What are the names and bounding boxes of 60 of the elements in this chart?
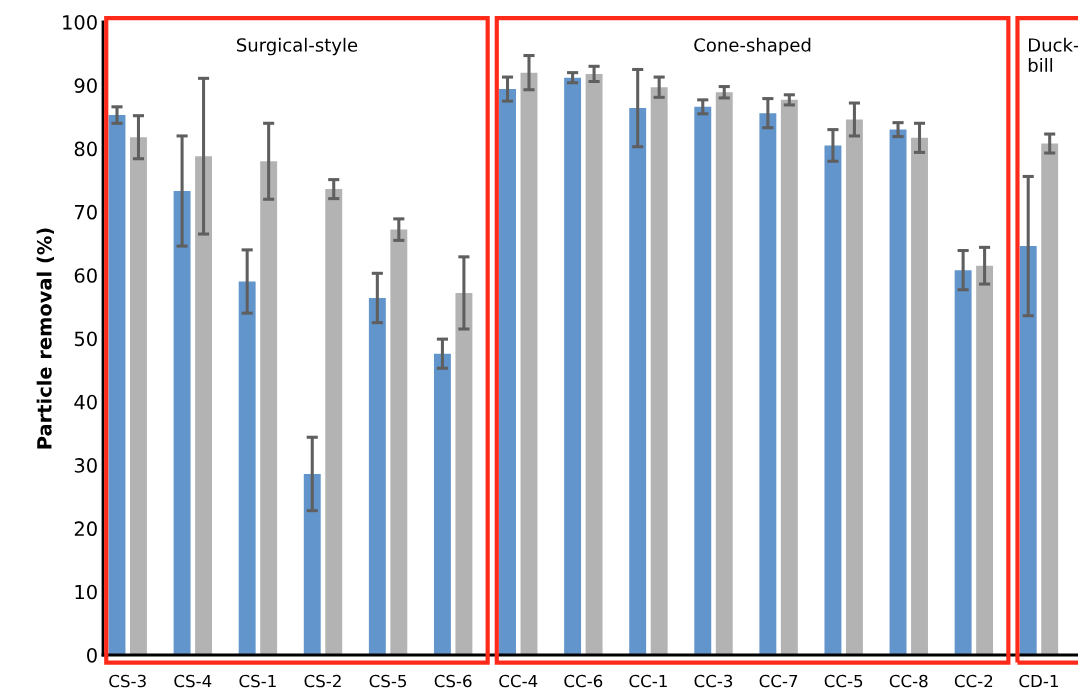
x-tick-label: CS-5 [369,674,407,688]
y-tick-label: 10 [75,584,97,600]
bar [303,473,321,655]
bar [889,129,907,655]
bar [650,87,668,655]
bar [911,137,928,655]
y-tick-label: 80 [74,141,97,157]
bar [976,265,994,655]
bar [954,270,972,655]
annotation: Duck- bill [1028,37,1078,73]
bar [499,89,516,655]
x-tick-label: CC-4 [499,674,538,688]
bar [824,145,842,655]
y-tick-label: 70 [74,204,97,220]
y-axis-title: Particle removal (%) [36,228,54,449]
y-tick-label: 60 [74,268,97,283]
y-tick-label: 20 [74,521,97,537]
y-tick-label: 100 [63,14,97,30]
bar [195,156,213,655]
x-tick-label: CC-3 [694,674,733,688]
x-tick-label: CC-5 [824,674,863,688]
bar [368,297,386,655]
bar [260,161,278,655]
x-tick-label: CS-2 [304,674,341,688]
x-tick-label: CD-1 [1019,674,1058,688]
bar [433,353,451,655]
bar [325,189,343,655]
bar [130,137,147,655]
x-tick-label: CS-6 [434,674,472,688]
bar [520,72,538,655]
bar [108,115,126,655]
bar [390,229,408,655]
bar [585,73,603,655]
y-tick-label: 50 [74,331,97,347]
x-tick-label: CS-1 [239,674,276,688]
x-tick-label: CC-6 [564,674,603,688]
bar [1019,246,1037,655]
bar [780,99,798,655]
bar [1041,143,1059,655]
bar [715,92,733,655]
bar [173,191,191,655]
x-tick-label: CC-8 [889,674,928,688]
bar [845,119,863,655]
y-tick-label: 0 [87,647,97,663]
bar [238,281,256,655]
y-tick-label: 40 [74,394,97,410]
bar [455,292,473,655]
bar [694,106,712,655]
annotation: Cone-shaped [694,37,811,56]
x-tick-label: CC-7 [759,674,798,688]
x-tick-label: CC-2 [954,674,993,688]
x-tick-label: CS-4 [174,674,212,688]
bar [759,113,777,655]
y-tick-label: 30 [74,458,97,473]
x-tick-label: CC-1 [629,674,667,688]
annotation: Surgical-style [236,37,358,56]
bar [629,108,647,655]
y-tick-label: 90 [74,78,97,93]
bar [564,77,582,655]
x-tick-label: CS-3 [109,674,146,688]
